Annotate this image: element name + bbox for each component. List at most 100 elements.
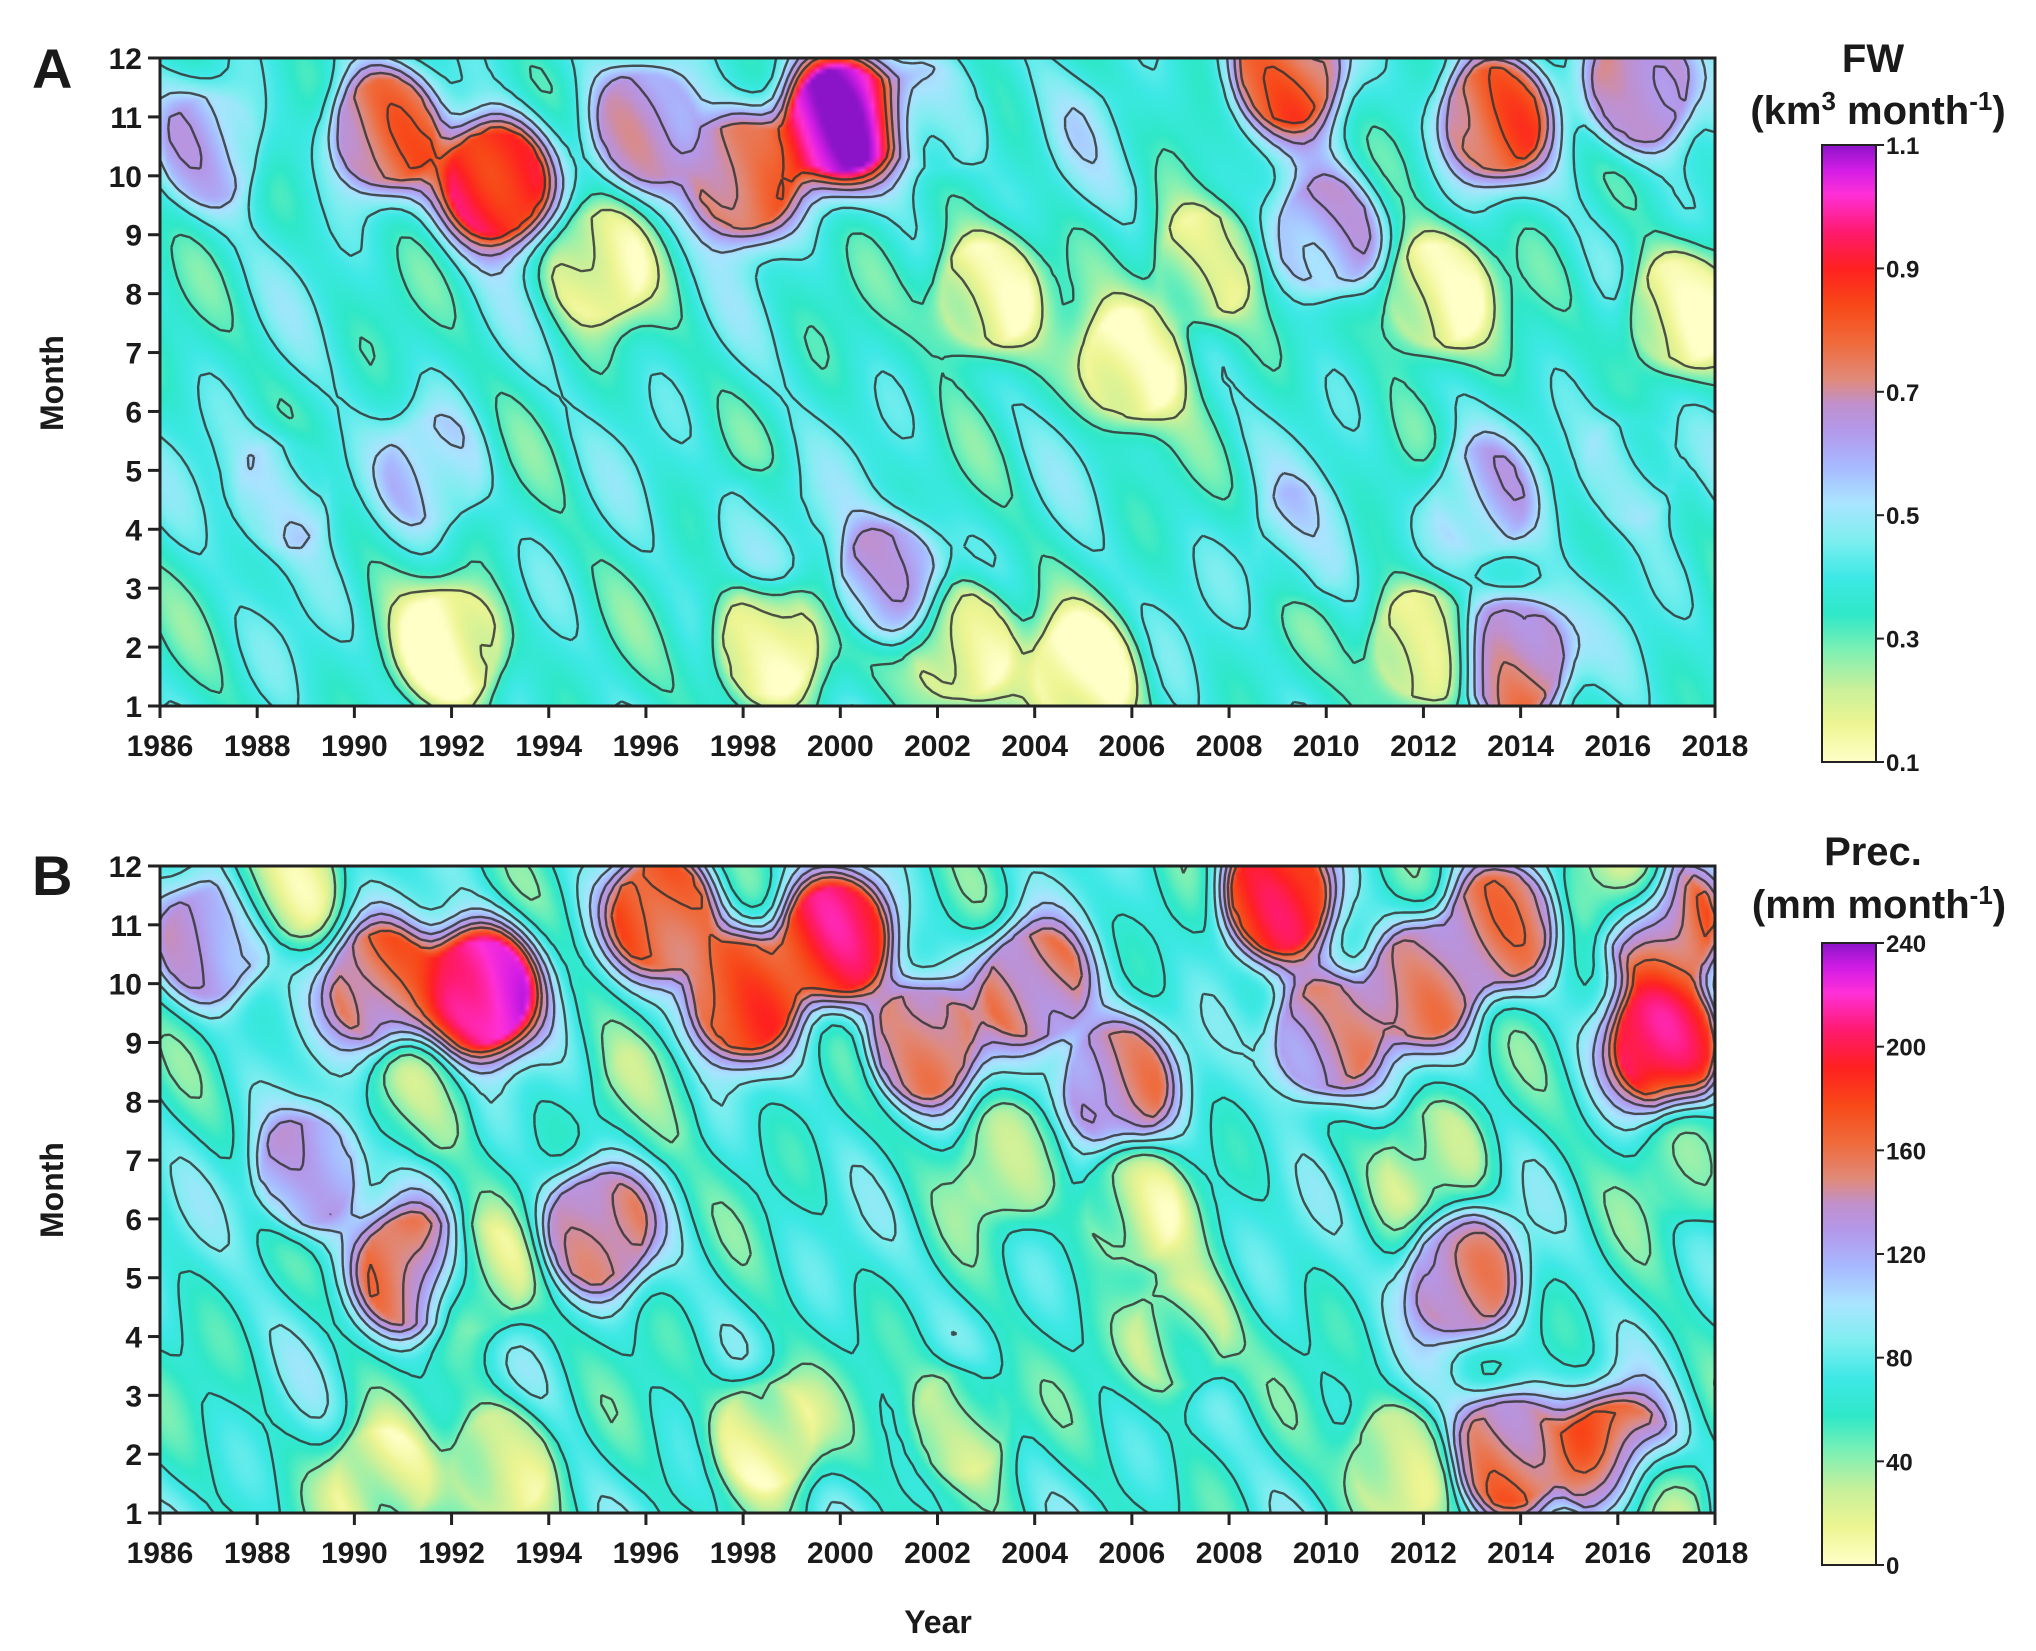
colorbar-tick-label: 0.7 — [1886, 380, 1919, 407]
y-tick-label: 2 — [125, 632, 142, 665]
colorbar-tick-label: 0.9 — [1886, 256, 1919, 283]
x-tick-label: 2014 — [1487, 1537, 1554, 1570]
contour-line — [158, 64, 1717, 707]
colorbar-title: Prec. — [1824, 830, 1922, 874]
contour-line — [366, 865, 1717, 1510]
colorbar-tick-label: 80 — [1886, 1346, 1913, 1373]
colorbar-tick-label: 0.3 — [1886, 627, 1919, 654]
y-tick-label: 4 — [125, 1322, 142, 1355]
contour-lines — [158, 56, 1717, 708]
x-tick-label: 1998 — [710, 1537, 777, 1570]
x-tick-label: 2000 — [807, 730, 874, 763]
x-tick-label: 1990 — [321, 730, 388, 763]
colorbar-tick-label: 1.1 — [1886, 133, 1919, 160]
axes: 1986 1988 1990 1992 1994 1996 1998 2000 2002 2004… — [109, 43, 1749, 763]
y-tick-label: 2 — [125, 1439, 142, 1472]
panel-b: B Month 1986 1988 1990 1992 1994 1996 1998 2000… — [32, 830, 2006, 1640]
colorbar-gradient — [1821, 942, 1877, 1566]
y-tick-label: 6 — [125, 396, 142, 429]
x-tick-label: 1992 — [418, 1537, 485, 1570]
x-axis-title: Year — [904, 1604, 972, 1640]
x-tick-label: 1988 — [224, 730, 291, 763]
y-tick-label: 12 — [109, 43, 142, 76]
x-tick-label: 2014 — [1487, 730, 1554, 763]
contour-line — [158, 864, 1717, 1515]
contour-line — [158, 56, 1708, 707]
x-tick-label: 1986 — [127, 1537, 194, 1570]
colorbar-tick-label: 0.5 — [1886, 503, 1919, 530]
colorbar-title: FW — [1842, 37, 1904, 81]
x-tick-label: 2008 — [1196, 730, 1263, 763]
colorbar-tick-label: 120 — [1886, 1242, 1926, 1269]
x-tick-label: 1990 — [321, 1537, 388, 1570]
x-tick-label: 2010 — [1293, 730, 1360, 763]
x-tick-label: 1996 — [613, 730, 680, 763]
x-tick-label: 1992 — [418, 730, 485, 763]
x-tick-label: 1994 — [515, 1537, 582, 1570]
axes: 1986 1988 1990 1992 1994 1996 1998 2000 2002 2004… — [109, 851, 1749, 1570]
colorbar: Prec. (mm month-1) 240 200 160 120 80 40 0 — [1752, 830, 2006, 1580]
heatmap-area — [158, 864, 1717, 1515]
contour-line — [329, 865, 1717, 1515]
y-tick-label: 3 — [125, 1380, 142, 1413]
x-tick-label: 2002 — [904, 1537, 971, 1570]
x-tick-label: 2016 — [1584, 1537, 1651, 1570]
contour-line — [386, 56, 1541, 241]
colorbar-tick-label: 40 — [1886, 1449, 1913, 1476]
x-tick-label: 2016 — [1584, 730, 1651, 763]
y-tick-label: 12 — [109, 851, 142, 884]
contour-line — [159, 864, 1716, 1514]
y-axis-title: Month — [34, 335, 70, 431]
panel-letter: A — [32, 37, 72, 100]
x-tick-label: 2004 — [1001, 730, 1068, 763]
y-tick-label: 9 — [125, 220, 142, 253]
contour-line — [167, 56, 1690, 707]
x-tick-label: 1996 — [613, 1537, 680, 1570]
x-tick-label: 1998 — [710, 730, 777, 763]
y-tick-label: 6 — [125, 1204, 142, 1237]
x-tick-label: 2018 — [1682, 1537, 1749, 1570]
x-tick-label: 2000 — [807, 1537, 874, 1570]
x-tick-label: 2018 — [1682, 730, 1749, 763]
x-tick-label: 2006 — [1099, 1537, 1166, 1570]
panel-a: A Month 1986 1988 1990 1992 1994 1996 1998 2000… — [32, 37, 2006, 777]
colorbar-unit: (mm month-1) — [1752, 880, 2006, 927]
y-tick-label: 9 — [125, 1027, 142, 1060]
contour-line — [159, 865, 1717, 1515]
panel-letter: B — [32, 844, 72, 907]
y-tick-label: 1 — [125, 1498, 142, 1531]
contour-line — [387, 202, 1716, 708]
colorbar-tick-label: 0.1 — [1886, 750, 1919, 777]
y-tick-label: 5 — [125, 455, 142, 488]
x-tick-label: 2002 — [904, 730, 971, 763]
x-tick-label: 2012 — [1390, 730, 1457, 763]
colorbar-ticks: 1.1 0.9 0.7 0.5 0.3 0.1 — [1876, 133, 1919, 777]
x-tick-label: 2006 — [1099, 730, 1166, 763]
y-tick-label: 4 — [125, 514, 142, 547]
x-tick-label: 2012 — [1390, 1537, 1457, 1570]
heatmap-area — [158, 56, 1717, 708]
y-axis-title: Month — [34, 1142, 70, 1238]
x-tick-label: 2004 — [1001, 1537, 1068, 1570]
colorbar-unit: (km3 month-1) — [1750, 86, 2005, 133]
x-tick-label: 1986 — [127, 730, 194, 763]
x-tick-label: 1988 — [224, 1537, 291, 1570]
x-tick-label: 1994 — [515, 730, 582, 763]
x-tick-label: 2008 — [1196, 1537, 1263, 1570]
y-tick-label: 11 — [110, 910, 142, 943]
colorbar-ticks: 240 200 160 120 80 40 0 — [1876, 931, 1926, 1580]
y-tick-label: 5 — [125, 1263, 142, 1296]
y-tick-label: 3 — [125, 573, 142, 606]
y-tick-label: 8 — [125, 279, 142, 312]
contour-line — [159, 56, 1716, 708]
colorbar-gradient — [1821, 144, 1877, 763]
contour-line — [158, 864, 1717, 1514]
contour-line — [352, 56, 1550, 707]
y-tick-label: 8 — [125, 1086, 142, 1119]
y-tick-label: 7 — [125, 1145, 142, 1178]
y-tick-label: 11 — [110, 102, 142, 135]
colorbar-tick-label: 200 — [1886, 1035, 1926, 1062]
y-tick-label: 10 — [109, 161, 142, 194]
colorbar-tick-label: 240 — [1886, 931, 1926, 958]
